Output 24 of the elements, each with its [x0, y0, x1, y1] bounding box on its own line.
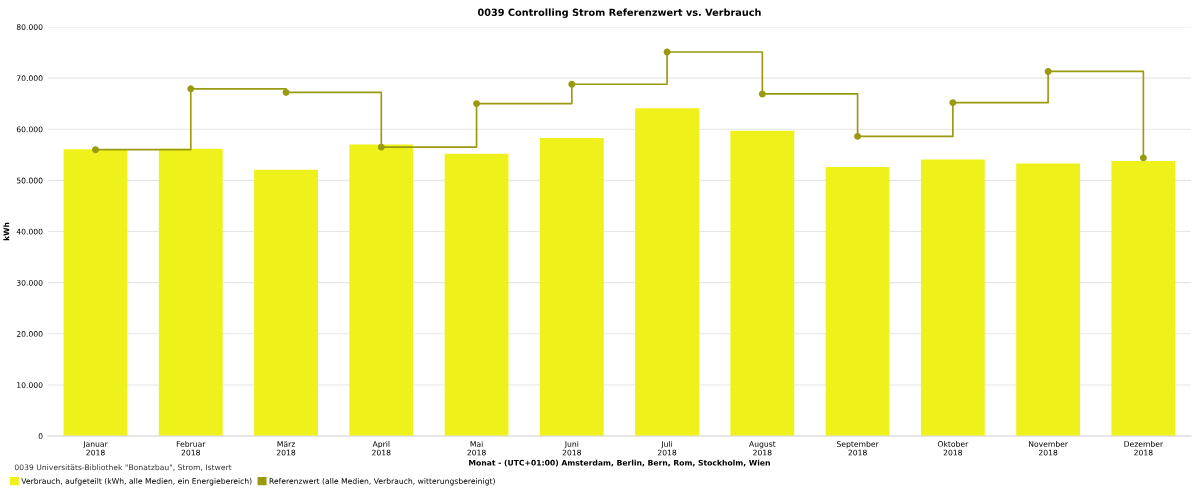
- bar: [920, 159, 985, 437]
- bar: [158, 148, 223, 437]
- point: [758, 90, 766, 98]
- point: [949, 99, 957, 107]
- point: [92, 146, 99, 154]
- point: [282, 88, 290, 96]
- bar: [254, 169, 318, 437]
- point: [187, 85, 195, 93]
- bar: [349, 144, 414, 437]
- point: [377, 143, 385, 151]
- bar: [730, 130, 795, 437]
- bar: [825, 167, 890, 437]
- point: [473, 100, 481, 108]
- chart-title: 0039 Controlling Strom Referenzwert vs. Verbrauch: [477, 8, 761, 18]
- bar: [1111, 160, 1176, 437]
- point: [1139, 154, 1147, 162]
- bar: [1016, 163, 1081, 437]
- point: [1044, 67, 1052, 75]
- bar: [444, 153, 509, 437]
- bar: [63, 149, 128, 437]
- point: [568, 80, 576, 88]
- bar: [539, 137, 604, 437]
- point: [854, 132, 862, 140]
- bar: [635, 108, 699, 437]
